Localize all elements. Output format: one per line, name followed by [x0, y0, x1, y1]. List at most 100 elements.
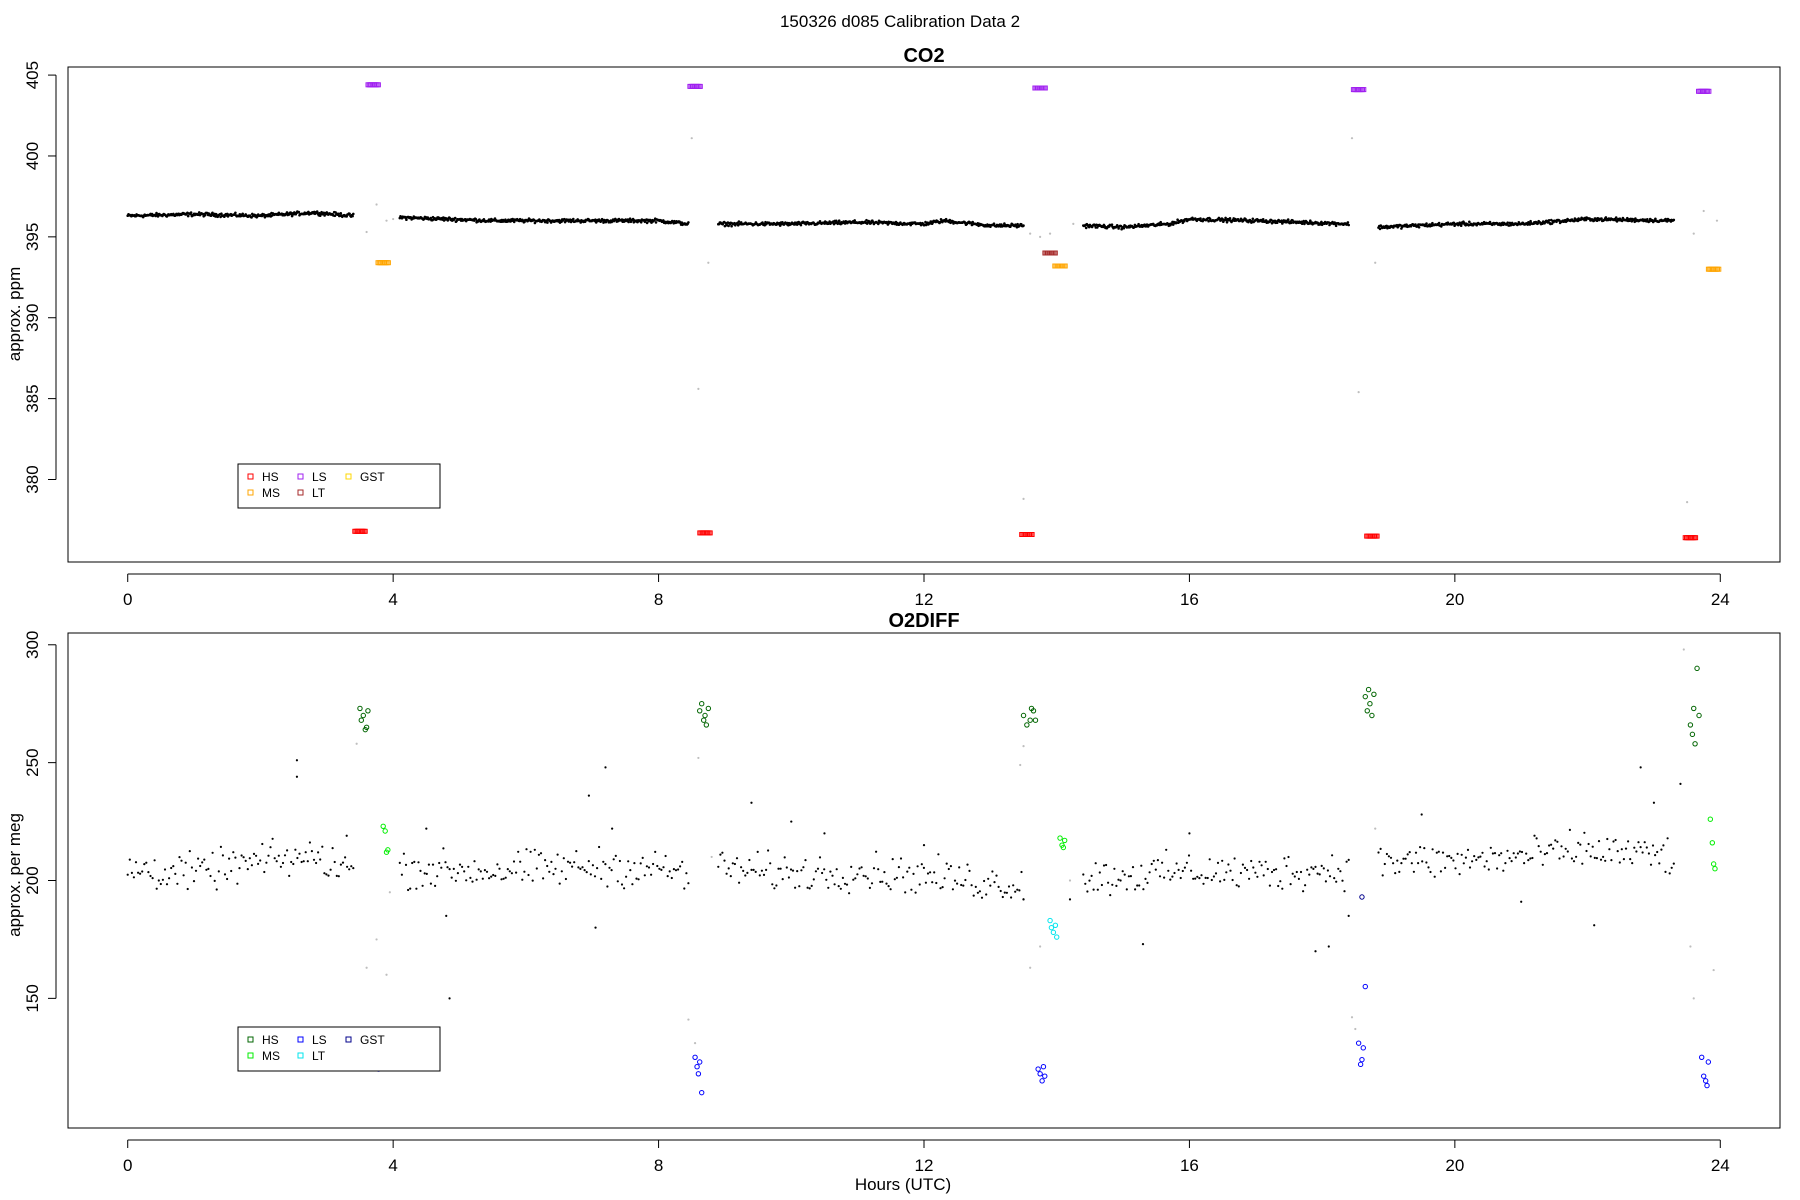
o2-ambient-point — [1010, 896, 1013, 899]
o2-ambient-point — [398, 861, 401, 865]
o2-hs-point — [1691, 705, 1697, 712]
o2-ambient-point — [1614, 838, 1617, 842]
o2-ambient-point — [1256, 875, 1259, 878]
o2-hs-point — [1367, 701, 1373, 707]
o2-ambient-point — [479, 870, 482, 873]
o2-ambient-point — [471, 880, 474, 883]
o2-ambient-point — [575, 850, 578, 853]
o2-ambient-point — [221, 854, 224, 857]
o2-ls-point — [1039, 1078, 1045, 1084]
o2-ambient-point — [279, 865, 282, 868]
o2-ambient-point — [808, 887, 811, 890]
o2-ambient-point — [1260, 864, 1263, 867]
o2-ls-point — [1705, 1059, 1712, 1065]
o2-ambient-point — [161, 878, 164, 881]
o2-ambient-point — [1641, 851, 1644, 854]
co2-ambient-point — [1654, 217, 1657, 221]
o2-ambient-point — [748, 858, 751, 862]
o2-ambient-point — [302, 860, 305, 863]
o2-ambient-point — [1140, 864, 1143, 867]
o2-flush-point — [1354, 1027, 1357, 1031]
o2-ls-point — [1355, 1040, 1362, 1046]
o2-ambient-point — [860, 866, 863, 869]
o2-ambient-point — [344, 856, 347, 859]
o2-ambient-point — [1252, 866, 1255, 869]
o2-ambient-point — [862, 874, 865, 877]
o2-ambient-point — [941, 886, 944, 889]
o2-ambient-point — [1385, 852, 1388, 856]
o2-xlabel: Hours (UTC) — [855, 1175, 951, 1194]
o2-ambient-point — [1502, 869, 1505, 872]
o2-ambient-point — [1146, 881, 1149, 885]
o2-ambient-point — [352, 867, 355, 870]
o2-ambient-point — [798, 885, 801, 888]
o2-ambient-point — [926, 872, 930, 875]
o2-ambient-point — [1212, 875, 1215, 878]
o2-ambient-point — [647, 866, 651, 869]
o2-ambient-point — [510, 872, 513, 875]
co2-ambient-point — [546, 221, 549, 224]
o2-ambient-point — [1175, 862, 1178, 865]
o2-ambient-point — [450, 876, 453, 879]
o2-ls-point — [1040, 1064, 1047, 1070]
o2-ambient-point — [1396, 859, 1399, 862]
o2-lt-point — [1047, 917, 1053, 924]
o2-ambient-point — [769, 862, 772, 865]
co2-y-tick-label: 400 — [23, 142, 42, 170]
co2-flush-point — [1686, 501, 1689, 504]
o2-ambient-point — [1510, 860, 1513, 863]
o2-ambient-point — [288, 874, 291, 878]
co2-ambient-point — [405, 218, 408, 221]
o2-ambient-point — [573, 861, 576, 864]
co2-hs-point — [1693, 535, 1699, 541]
o2-ambient-point — [1229, 869, 1232, 872]
o2-ambient-point — [577, 866, 580, 869]
o2-ambient-point — [473, 860, 476, 863]
o2-ambient-point — [1548, 844, 1551, 847]
co2-ambient-point — [1506, 221, 1509, 224]
o2-ambient-point — [1637, 841, 1640, 844]
o2-ambient-point — [527, 873, 530, 877]
o2-hs-point — [1696, 712, 1702, 719]
o2-ambient-point — [546, 864, 549, 868]
co2-hs-point — [1374, 533, 1380, 539]
o2-ambient-point — [765, 868, 768, 872]
o2-ambient-point — [727, 867, 730, 870]
o2-outlier-point — [295, 775, 299, 778]
o2-ambient-point — [1003, 891, 1006, 894]
o2-ambient-point — [978, 890, 982, 893]
o2-ambient-point — [319, 858, 322, 861]
o2-ambient-point — [400, 873, 403, 876]
o2-ambient-point — [589, 873, 592, 876]
co2-ls-point — [1361, 87, 1367, 93]
o2-ambient-point — [535, 867, 538, 870]
o2-ambient-point — [754, 870, 757, 874]
o2-lt-point — [1054, 934, 1060, 940]
o2-ambient-point — [413, 860, 416, 864]
o2-ambient-point — [1508, 857, 1511, 860]
o2-ambient-point — [192, 880, 196, 883]
legend-marker-ls — [297, 1036, 304, 1043]
o2-ambient-point — [1109, 894, 1112, 897]
o2-ambient-point — [425, 872, 428, 876]
o2-ambient-point — [143, 863, 146, 866]
o2-ambient-point — [1102, 864, 1106, 867]
o2-ambient-point — [600, 877, 603, 881]
o2-ambient-point — [1171, 875, 1174, 878]
o2-ambient-point — [1624, 847, 1628, 850]
o2-ambient-point — [1287, 855, 1290, 859]
o2-ms-point — [380, 823, 386, 829]
o2-ambient-point — [271, 837, 274, 840]
o2-ambient-point — [483, 869, 486, 872]
o2-ambient-point — [1658, 862, 1661, 865]
co2-legend-ls: LS — [312, 470, 327, 484]
o2-ambient-point — [504, 876, 507, 879]
o2-ambient-point — [1235, 884, 1238, 887]
o2-outlier-point — [445, 914, 448, 917]
o2-ambient-point — [1264, 860, 1267, 863]
o2-ambient-point — [723, 859, 726, 862]
o2-ambient-point — [1504, 862, 1507, 865]
o2-ambient-point — [548, 870, 551, 873]
o2-ambient-point — [674, 869, 678, 872]
o2-ambient-point — [1308, 873, 1311, 876]
